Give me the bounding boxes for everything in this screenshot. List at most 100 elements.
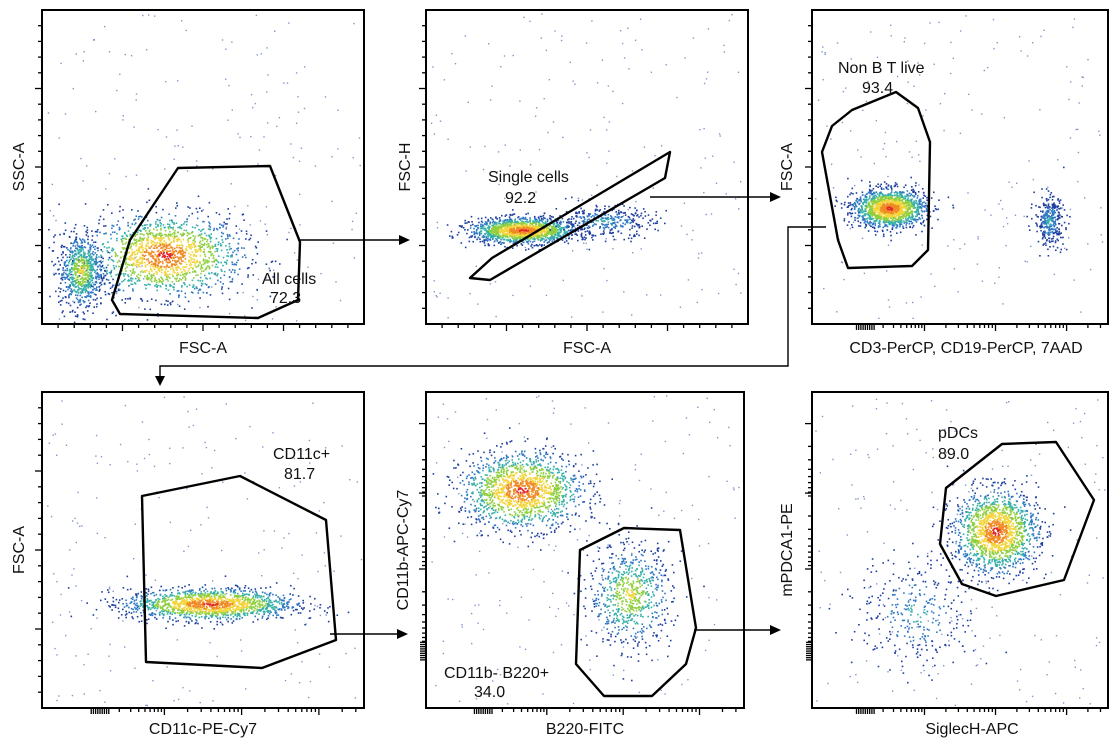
event-dot <box>195 271 197 273</box>
event-dot <box>208 272 210 275</box>
event-dot <box>983 69 985 72</box>
event-dot <box>160 223 162 225</box>
event-dot <box>142 227 144 230</box>
event-dot <box>258 149 261 151</box>
event-dot <box>52 215 55 217</box>
event-dot <box>484 216 487 219</box>
event-dot <box>212 257 215 259</box>
event-dot <box>148 272 151 275</box>
event-dot <box>508 224 510 226</box>
event-dot <box>605 217 608 220</box>
event-dot <box>259 220 262 222</box>
event-dot <box>204 238 206 240</box>
event-dot <box>500 66 502 68</box>
event-dot <box>72 278 75 280</box>
event-dot <box>146 232 148 235</box>
event-dot <box>295 72 298 74</box>
event-dot <box>133 223 136 226</box>
event-dot <box>231 277 234 280</box>
event-dot <box>168 237 170 240</box>
event-dot <box>102 218 105 221</box>
event-dot <box>67 248 69 251</box>
event-dot <box>526 221 528 223</box>
event-dot <box>95 281 98 284</box>
event-dot <box>1002 303 1004 305</box>
event-dot <box>127 298 129 300</box>
event-dot <box>83 51 85 53</box>
event-dot <box>63 245 65 248</box>
event-dot <box>487 219 490 222</box>
event-dot <box>76 314 79 316</box>
event-dot <box>552 223 555 226</box>
event-dot <box>77 315 79 317</box>
event-dot <box>506 225 509 227</box>
event-dot <box>125 270 127 272</box>
event-dot <box>171 247 174 249</box>
event-dot <box>93 306 95 308</box>
event-dot <box>569 61 571 63</box>
event-dot <box>516 220 519 223</box>
event-dot <box>99 268 101 271</box>
event-dot <box>152 243 154 246</box>
event-dot <box>211 264 214 267</box>
event-dot <box>358 137 361 139</box>
event-dot <box>610 222 612 225</box>
event-dot <box>182 252 185 255</box>
event-dot <box>83 312 85 315</box>
event-dot <box>115 292 118 295</box>
event-dot <box>73 301 76 304</box>
event-dot <box>524 246 527 249</box>
event-dot <box>176 275 178 277</box>
event-dot <box>271 260 274 263</box>
event-dot <box>636 214 638 217</box>
event-dot <box>278 117 281 119</box>
event-dot <box>182 251 185 253</box>
gate-all-cells[interactable] <box>110 164 302 320</box>
event-dot <box>487 237 489 240</box>
event-dot <box>100 269 102 272</box>
event-dot <box>571 229 573 231</box>
event-dot <box>118 228 120 231</box>
event-dot <box>906 102 908 105</box>
event-dot <box>165 250 168 252</box>
event-dot <box>960 30 962 32</box>
event-dot <box>495 234 497 236</box>
event-dot <box>492 231 494 233</box>
event-dot <box>85 287 87 290</box>
event-dot <box>175 267 177 269</box>
event-dot <box>556 233 558 235</box>
event-dot <box>251 262 253 265</box>
event-dot <box>447 317 449 319</box>
event-dot <box>82 311 85 313</box>
event-dot <box>870 222 872 224</box>
event-dot <box>166 278 169 280</box>
event-dot <box>175 260 178 263</box>
event-dot <box>482 224 484 226</box>
event-dot <box>530 227 532 229</box>
event-dot <box>228 298 231 301</box>
event-dot <box>734 198 737 200</box>
event-dot <box>124 237 126 240</box>
event-dot <box>494 229 497 232</box>
event-dot <box>144 264 147 266</box>
event-dot <box>603 228 606 230</box>
event-dot <box>104 274 107 277</box>
event-dot <box>149 255 152 257</box>
event-dot <box>542 218 544 221</box>
event-dot <box>86 226 89 229</box>
gate-single-cells[interactable] <box>468 150 672 282</box>
event-dot <box>630 221 632 224</box>
event-dot <box>606 129 608 131</box>
event-dot <box>162 249 164 252</box>
event-dot <box>81 261 83 264</box>
event-dot <box>167 300 169 303</box>
event-dot <box>152 247 155 249</box>
event-dot <box>54 234 56 236</box>
event-dot <box>484 221 487 223</box>
event-dot <box>208 257 210 259</box>
event-dot <box>549 230 552 233</box>
event-dot <box>154 258 156 261</box>
event-dot <box>199 207 201 209</box>
event-dot <box>908 215 910 218</box>
event-dot <box>484 227 486 230</box>
